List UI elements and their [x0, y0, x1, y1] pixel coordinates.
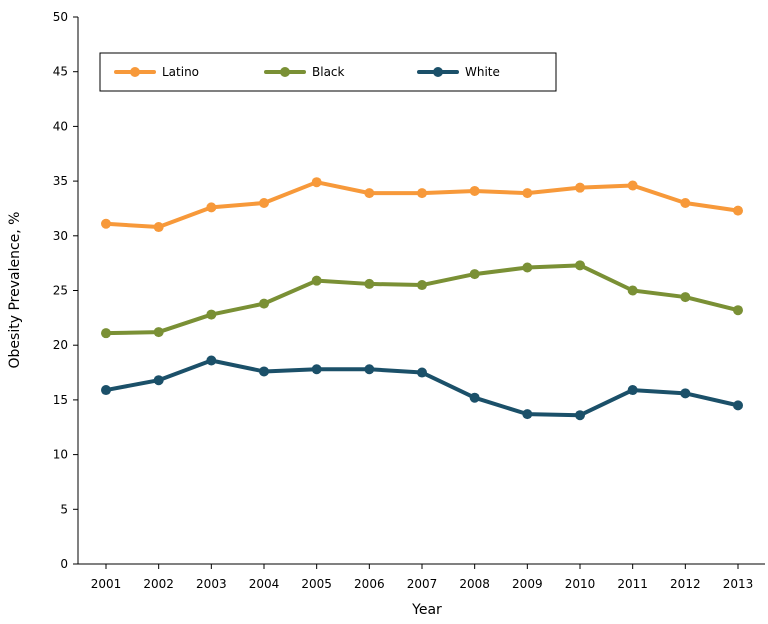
data-point-latino: [469, 185, 480, 196]
data-point-black: [259, 298, 269, 309]
series-group: [101, 177, 743, 421]
y-tick-label: 10: [53, 448, 68, 462]
legend-label-latino: Latino: [162, 65, 199, 79]
data-point-black: [364, 278, 375, 289]
x-tick-label: 2009: [512, 577, 543, 591]
data-point-black: [469, 269, 480, 280]
y-tick-label: 5: [60, 502, 68, 516]
data-point-black: [575, 260, 585, 271]
x-axis-label: Year: [411, 602, 442, 618]
y-axis-label: Obesity Prevalence, %: [7, 212, 23, 369]
data-point-black: [417, 280, 427, 291]
x-tick-label: 2008: [459, 577, 490, 591]
data-point-white: [364, 364, 375, 375]
data-point-white: [417, 367, 427, 378]
data-point-latino: [575, 182, 585, 193]
x-tick-label: 2011: [617, 577, 648, 591]
x-tick-label: 2010: [565, 577, 596, 591]
y-tick-label: 30: [53, 229, 68, 243]
legend-marker-white: [433, 67, 443, 77]
data-point-black: [680, 292, 691, 303]
x-tick-label: 2006: [354, 577, 385, 591]
data-point-white: [101, 385, 111, 396]
legend: Latino Black White: [99, 52, 557, 92]
y-tick-label: 40: [53, 119, 68, 133]
y-tick-label: 50: [53, 10, 68, 24]
x-tick-label: 2004: [249, 577, 280, 591]
x-tick-label: 2005: [301, 577, 332, 591]
data-point-white: [259, 366, 269, 377]
data-point-white: [153, 375, 164, 386]
data-point-white: [733, 400, 743, 411]
data-point-white: [575, 410, 585, 421]
y-tick-label: 15: [53, 393, 68, 407]
y-tick-label: 0: [60, 557, 68, 571]
series-line-black: [105, 263, 739, 336]
legend-marker-black: [280, 67, 290, 77]
data-point-latino: [522, 188, 533, 199]
data-point-white: [311, 364, 322, 375]
data-point-latino: [101, 218, 111, 229]
legend-box: [99, 52, 557, 92]
data-point-latino: [417, 188, 427, 199]
y-tick-label: 20: [53, 338, 68, 352]
data-point-black: [206, 309, 217, 320]
data-point-latino: [733, 205, 743, 216]
data-point-black: [311, 275, 322, 286]
data-point-white: [206, 355, 217, 366]
legend-label-black: Black: [312, 65, 345, 79]
axes: 0 5 10 15 20 25 30 35 40 45 50 2001 2002 2003 2004 2005…: [53, 10, 765, 591]
data-point-white: [627, 385, 638, 396]
data-point-white: [680, 388, 691, 399]
data-point-latino: [311, 177, 322, 188]
x-tick-label: 2003: [196, 577, 227, 591]
x-tick-label: 2012: [670, 577, 701, 591]
legend-label-white: White: [465, 65, 500, 79]
x-tick-label: 2013: [723, 577, 754, 591]
data-point-latino: [627, 180, 638, 191]
legend-marker-latino: [130, 67, 140, 77]
data-point-black: [153, 327, 164, 338]
data-point-black: [733, 305, 743, 316]
data-point-latino: [364, 188, 375, 199]
x-tick-label: 2002: [143, 577, 174, 591]
y-tick-label: 35: [53, 174, 68, 188]
data-point-white: [469, 392, 480, 403]
x-tick-label: 2001: [91, 577, 122, 591]
data-point-latino: [153, 222, 164, 233]
data-point-latino: [259, 197, 269, 208]
data-point-black: [522, 262, 533, 273]
data-point-black: [627, 285, 638, 296]
x-tick-label: 2007: [407, 577, 438, 591]
data-point-white: [522, 409, 533, 420]
data-point-latino: [206, 202, 217, 213]
data-point-latino: [680, 197, 691, 208]
data-point-black: [101, 328, 111, 339]
y-tick-label: 25: [53, 284, 68, 298]
y-tick-label: 45: [53, 65, 68, 79]
